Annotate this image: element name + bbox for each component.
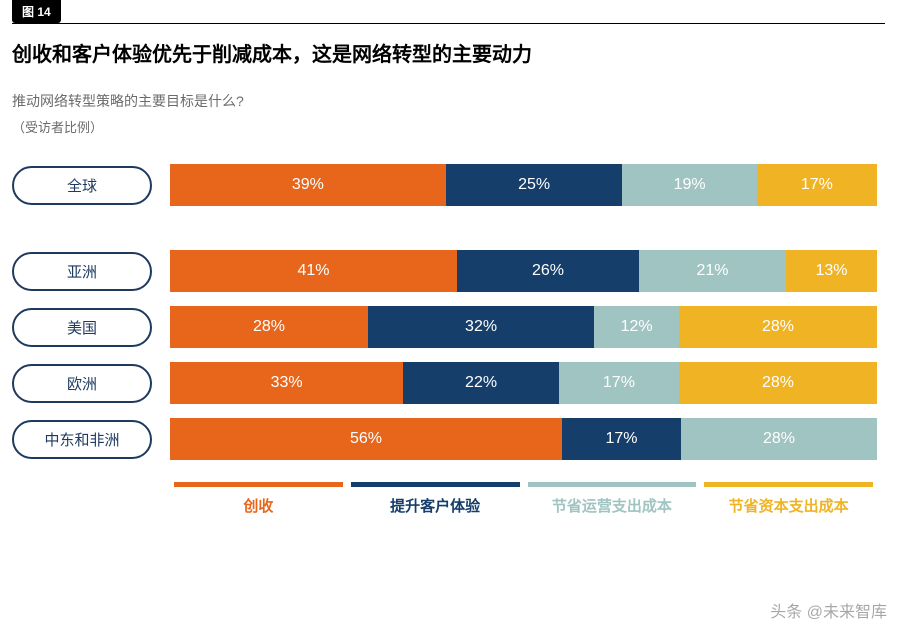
top-divider — [12, 23, 885, 24]
bar-segment: 21% — [639, 250, 786, 292]
bar-segment: 28% — [679, 362, 877, 404]
legend-label: 提升客户体验 — [347, 495, 524, 516]
chart-row: 欧洲 33%22%17%28% — [12, 362, 877, 404]
chart-row: 亚洲 41%26%21%13% — [12, 250, 877, 292]
bar-segment: 19% — [622, 164, 756, 206]
bar-segment: 22% — [403, 362, 559, 404]
row-label: 欧洲 — [12, 364, 152, 403]
legend-label: 节省资本支出成本 — [700, 495, 877, 516]
bar-segment: 28% — [681, 418, 877, 460]
chart-note: （受访者比例） — [12, 117, 885, 136]
bar-segment: 41% — [170, 250, 457, 292]
legend-swatch — [528, 482, 697, 487]
bar-segment: 56% — [170, 418, 562, 460]
chart-subtitle: 推动网络转型策略的主要目标是什么? — [12, 91, 885, 111]
stacked-bar: 28%32%12%28% — [170, 306, 877, 348]
bar-segment: 33% — [170, 362, 403, 404]
legend-label: 节省运营支出成本 — [524, 495, 701, 516]
legend-item: 提升客户体验 — [347, 482, 524, 516]
chart-row: 全球 39%25%19%17% — [12, 164, 877, 206]
legend-item: 节省运营支出成本 — [524, 482, 701, 516]
chart-title: 创收和客户体验优先于削减成本，这是网络转型的主要动力 — [12, 38, 885, 67]
legend-label: 创收 — [170, 495, 347, 516]
group-gap — [12, 220, 877, 250]
legend-swatch — [704, 482, 873, 487]
legend-item: 节省资本支出成本 — [700, 482, 877, 516]
stacked-bar: 41%26%21%13% — [170, 250, 877, 292]
chart-area: 全球39%25%19%17%亚洲41%26%21%13%美国28%32%12%2… — [12, 164, 877, 460]
bar-segment: 28% — [170, 306, 368, 348]
legend-swatch — [351, 482, 520, 487]
row-label: 全球 — [12, 166, 152, 205]
bar-segment: 17% — [757, 164, 877, 206]
watermark: 头条 @未来智库 — [770, 598, 887, 622]
figure-badge: 图 14 — [12, 0, 61, 23]
bar-segment: 12% — [594, 306, 679, 348]
row-label: 中东和非洲 — [12, 420, 152, 459]
bar-segment: 17% — [562, 418, 681, 460]
bar-segment: 13% — [786, 250, 877, 292]
bar-segment: 25% — [446, 164, 623, 206]
stacked-bar: 33%22%17%28% — [170, 362, 877, 404]
bar-segment: 28% — [679, 306, 877, 348]
row-label: 亚洲 — [12, 252, 152, 291]
legend: 创收提升客户体验节省运营支出成本节省资本支出成本 — [170, 482, 877, 516]
stacked-bar: 39%25%19%17% — [170, 164, 877, 206]
row-label: 美国 — [12, 308, 152, 347]
bar-segment: 39% — [170, 164, 446, 206]
legend-swatch — [174, 482, 343, 487]
stacked-bar: 56%17%28% — [170, 418, 877, 460]
bar-segment: 26% — [457, 250, 639, 292]
bar-segment: 32% — [368, 306, 594, 348]
chart-row: 中东和非洲 56%17%28% — [12, 418, 877, 460]
chart-row: 美国28%32%12%28% — [12, 306, 877, 348]
legend-item: 创收 — [170, 482, 347, 516]
bar-segment: 17% — [559, 362, 679, 404]
